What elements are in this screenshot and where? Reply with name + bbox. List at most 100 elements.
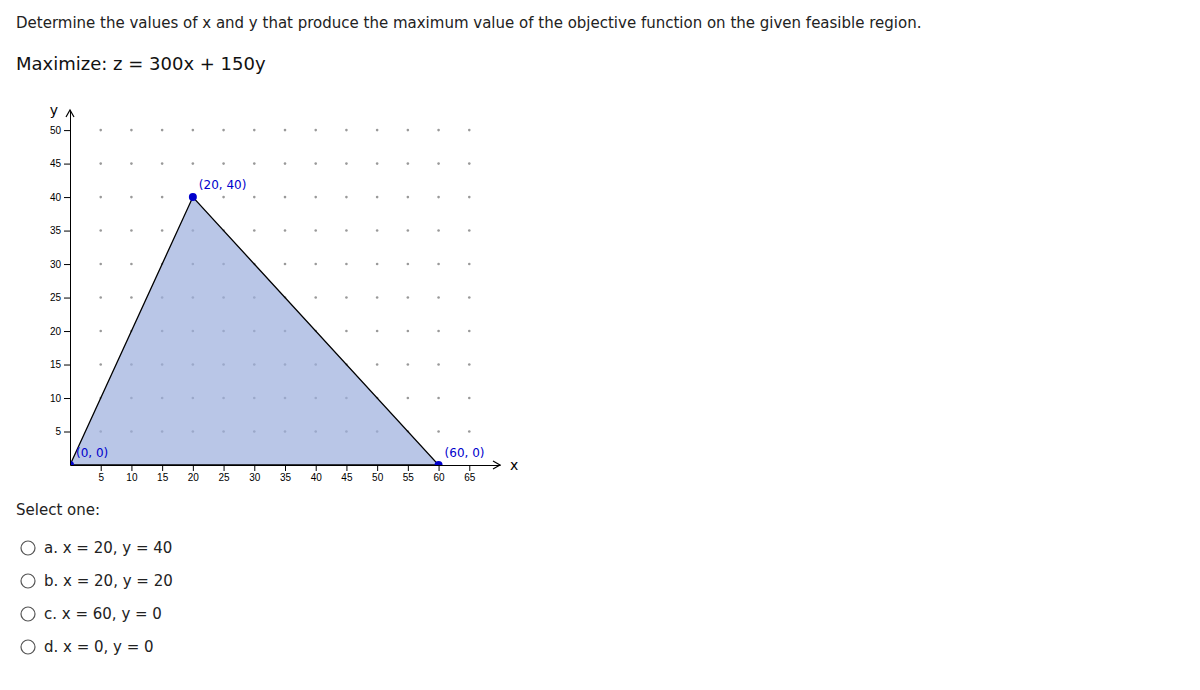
- grid-dot: [314, 229, 317, 232]
- grid-dot: [314, 296, 317, 299]
- grid-dot: [407, 363, 410, 366]
- option-text: d. x = 0, y = 0: [44, 638, 154, 656]
- x-tick: 15: [157, 465, 169, 483]
- grid-dot: [130, 229, 133, 232]
- grid-dot: [345, 162, 348, 165]
- grid-dot: [407, 196, 410, 199]
- x-tick-mark: [101, 465, 102, 471]
- grid-dot: [130, 296, 133, 299]
- x-tick-label: 15: [157, 472, 169, 483]
- grid-dot: [407, 129, 410, 132]
- y-tick-label: 45: [50, 158, 62, 169]
- option-text: b. x = 20, y = 20: [44, 572, 173, 590]
- x-tick-mark: [131, 465, 132, 471]
- grid-dot: [99, 162, 102, 165]
- grid-dot: [468, 363, 471, 366]
- y-tick-label: 30: [50, 259, 62, 270]
- grid-dot: [437, 263, 440, 266]
- grid-dot: [407, 397, 410, 400]
- grid-dot: [314, 162, 317, 165]
- grid-dot: [468, 430, 471, 433]
- grid-dot: [407, 263, 410, 266]
- radio-button: [21, 574, 35, 588]
- x-tick-label: 45: [341, 472, 353, 483]
- grid-dot: [222, 162, 225, 165]
- grid-dot: [345, 296, 348, 299]
- grid-dot: [468, 397, 471, 400]
- x-tick-mark: [285, 465, 286, 471]
- y-tick: 50: [50, 125, 70, 136]
- y-tick: 20: [50, 326, 70, 337]
- grid-dot: [253, 162, 256, 165]
- corner-point: [189, 193, 197, 201]
- x-tick: 30: [249, 465, 261, 483]
- grid-dot: [253, 196, 256, 199]
- y-tick-mark: [64, 264, 70, 265]
- y-tick: 45: [50, 158, 70, 169]
- x-tick: 45: [341, 465, 353, 483]
- grid-dot: [468, 330, 471, 333]
- y-tick: 40: [50, 192, 70, 203]
- grid-dot: [407, 330, 410, 333]
- x-tick-mark: [254, 465, 255, 471]
- y-tick-mark: [64, 197, 70, 198]
- x-tick-mark: [408, 465, 409, 471]
- y-tick: 30: [50, 259, 70, 270]
- grid-dot: [99, 363, 102, 366]
- grid-dot: [130, 129, 133, 132]
- grid-dot: [407, 296, 410, 299]
- x-axis-label: x: [510, 457, 518, 473]
- grid-dot: [284, 263, 287, 266]
- x-tick: 10: [126, 465, 138, 483]
- grid-dot: [376, 296, 379, 299]
- x-tick: 5: [98, 465, 104, 483]
- y-tick: 10: [50, 393, 70, 404]
- y-axis-line: [70, 111, 71, 466]
- grid-dot: [376, 263, 379, 266]
- x-tick-label: 20: [188, 472, 200, 483]
- option-text: c. x = 60, y = 0: [44, 605, 162, 623]
- grid-dot: [376, 229, 379, 232]
- grid-dot: [99, 296, 102, 299]
- x-axis: 5101520253035404550556065: [71, 465, 501, 483]
- x-tick-mark: [346, 465, 347, 471]
- grid-dot: [376, 129, 379, 132]
- x-tick-label: 55: [403, 472, 415, 483]
- grid-dot: [284, 229, 287, 232]
- grid-dot: [345, 330, 348, 333]
- y-tick: 25: [50, 292, 70, 303]
- grid-dot: [253, 129, 256, 132]
- corner-point: [435, 461, 443, 465]
- grid-dot: [376, 196, 379, 199]
- x-tick-mark: [224, 465, 225, 471]
- x-tick: 55: [403, 465, 415, 483]
- grid-dot: [468, 129, 471, 132]
- y-axis-arrow: [66, 110, 74, 117]
- grid-dot: [192, 129, 195, 132]
- x-tick-mark: [439, 465, 440, 471]
- options-title: Select one:: [16, 501, 100, 519]
- grid-dot: [376, 162, 379, 165]
- grid-dot: [314, 129, 317, 132]
- x-tick-label: 35: [280, 472, 292, 483]
- grid-dot: [468, 229, 471, 232]
- feasible-region: [70, 197, 439, 465]
- y-axis-label: y: [50, 102, 58, 118]
- point-label: (60, 0): [445, 446, 485, 460]
- point-label: (20, 40): [199, 178, 247, 192]
- x-tick-label: 25: [219, 472, 231, 483]
- subtitle: Maximize: z = 300x + 150y: [16, 53, 266, 74]
- grid-dot: [161, 129, 164, 132]
- x-tick-label: 5: [98, 472, 104, 483]
- grid-dot: [99, 330, 102, 333]
- grid-dot: [407, 229, 410, 232]
- grid-dot: [376, 363, 379, 366]
- grid-dot: [222, 129, 225, 132]
- grid-dot: [130, 263, 133, 266]
- option-text: a. x = 20, y = 40: [44, 539, 172, 557]
- y-tick-label: 40: [50, 192, 62, 203]
- x-tick-mark: [162, 465, 163, 471]
- grid-dot: [284, 162, 287, 165]
- chart: Determine the values of x and y that pro…: [0, 0, 1200, 690]
- x-axis-arrow: [493, 461, 500, 469]
